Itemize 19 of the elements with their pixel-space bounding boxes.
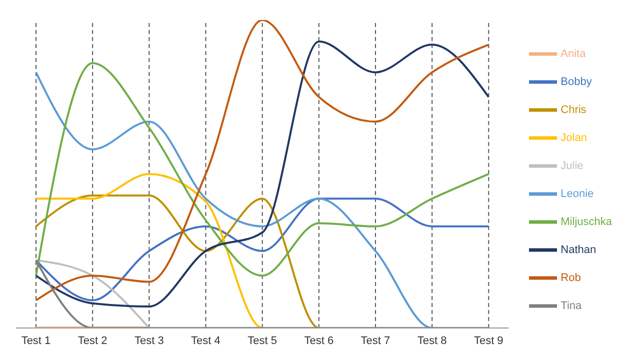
- legend-label: Tina: [560, 300, 582, 312]
- x-tick-label: Test 2: [78, 334, 108, 347]
- legend-label: Chris: [560, 104, 586, 116]
- x-tick-label: Test 8: [417, 334, 447, 347]
- x-tick-label: Test 9: [474, 334, 504, 347]
- legend-label: Leonie: [560, 188, 594, 200]
- legend-label: Jolan: [560, 132, 587, 144]
- x-tick-label: Test 1: [21, 334, 51, 347]
- x-tick-label: Test 4: [191, 334, 220, 347]
- legend-label: Bobby: [560, 76, 592, 88]
- x-tick-label: Test 6: [304, 334, 334, 347]
- x-tick-label: Test 7: [360, 334, 390, 347]
- legend-label: Miljuschka: [560, 216, 612, 228]
- x-tick-label: Test 3: [134, 334, 164, 347]
- legend-label: Anita: [560, 48, 586, 60]
- x-tick-label: Test 5: [248, 334, 277, 347]
- legend-label: Nathan: [560, 244, 596, 256]
- legend-label: Julie: [560, 160, 584, 172]
- legend-label: Rob: [560, 272, 581, 284]
